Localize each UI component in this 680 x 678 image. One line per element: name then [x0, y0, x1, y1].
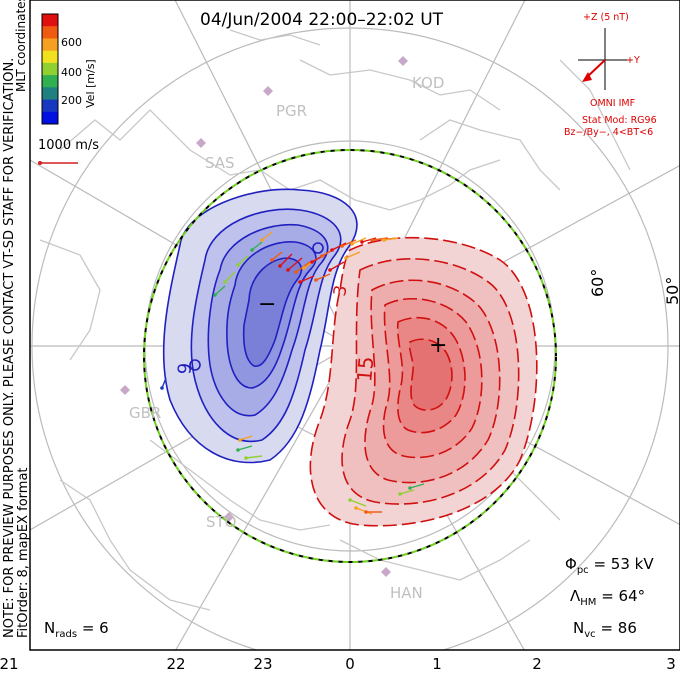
imf-title: OMNI IMF — [590, 98, 636, 109]
mlt-label-22: 22 — [166, 655, 186, 673]
mlt-label-1: 1 — [432, 655, 442, 673]
imf-clock — [578, 28, 632, 90]
positive-maximum-marker: + — [429, 333, 447, 358]
hm-boundary — [143, 149, 557, 563]
cross-polar-potential: Φpc = 53 kV — [565, 555, 654, 576]
colorbar-tick-200: 200 — [61, 94, 82, 107]
imf-panel: +Z (5 nT) +Y OMNI IMF Stat Mod: RG96 Bz−… — [560, 12, 675, 142]
mlt-label-0: 0 — [345, 655, 355, 673]
colorbar-swatch — [42, 38, 58, 52]
velocity-colorbar — [41, 13, 59, 125]
colorbar-swatch — [42, 14, 58, 27]
side-notes: NOTE: FOR PREVIEW PURPOSES ONLY. PLEASE … — [0, 0, 31, 674]
plot-border — [29, 0, 680, 651]
station-label-sto: STO — [206, 513, 237, 531]
hm-latitude: ΛHM = 64° — [570, 587, 646, 608]
vector-count: Nvc = 86 — [573, 619, 637, 640]
positive-convection-cell — [309, 236, 538, 527]
station-label-gbr: GBR — [129, 404, 161, 422]
imf-z-label: +Z (5 nT) — [583, 12, 629, 23]
colorbar-swatch — [42, 75, 58, 88]
colorbar-swatch — [42, 99, 58, 113]
colorbar-swatch — [42, 111, 58, 125]
contour-label-positive: 15 — [352, 355, 378, 382]
contour-label-negative: 9 — [174, 362, 196, 375]
preview-note: NOTE: FOR PREVIEW PURPOSES ONLY. PLEASE … — [2, 57, 17, 638]
imf-model: Stat Mod: RG96 — [582, 115, 657, 126]
colorbar-swatch — [42, 87, 58, 101]
coordinates-note: MLT coordinates — [14, 0, 28, 92]
mlt-label-3: 3 — [666, 655, 676, 673]
mlt-label-2: 2 — [532, 655, 542, 673]
colorbar-tick-400: 400 — [61, 66, 82, 79]
colorbar-tick-600: 600 — [61, 36, 82, 49]
mlt-label-21: 21 — [0, 655, 19, 673]
station-label-han: HAN — [390, 584, 423, 602]
colorbar-outline — [41, 13, 59, 125]
mlt-axis: 21 22 23 0 1 2 3 — [0, 655, 680, 674]
colorbar-swatch — [42, 62, 58, 76]
map-title: 04/Jun/2004 22:00–22:02 UT — [200, 10, 444, 30]
scale-vector — [38, 161, 78, 165]
negative-minimum-marker: − — [258, 292, 276, 317]
radar-count: Nrads = 6 — [44, 619, 109, 640]
colorbar-swatch — [42, 50, 58, 64]
station-label-sas: SAS — [205, 154, 235, 172]
station-label-kod: KOD — [412, 74, 444, 92]
mlt-label-23: 23 — [253, 655, 273, 673]
latitude-label-60: 60° — [588, 269, 607, 297]
colorbar-swatch — [42, 26, 58, 39]
station-markers — [120, 56, 408, 577]
latitude-label-50: 50° — [663, 277, 680, 305]
imf-y-label: +Y — [626, 55, 640, 66]
velocity-vectors — [160, 231, 425, 515]
scale-vector-label: 1000 m/s — [38, 138, 100, 153]
imf-conditions: Bz−/By−, 4<BT<6 — [564, 127, 654, 138]
fit-order-note: FitOrder: 8, mapEX format — [16, 467, 31, 638]
station-label-pgr: PGR — [276, 102, 307, 120]
colorbar-label: Vel [m/s] — [84, 59, 97, 108]
contour-label-mid: 3 — [330, 284, 352, 298]
